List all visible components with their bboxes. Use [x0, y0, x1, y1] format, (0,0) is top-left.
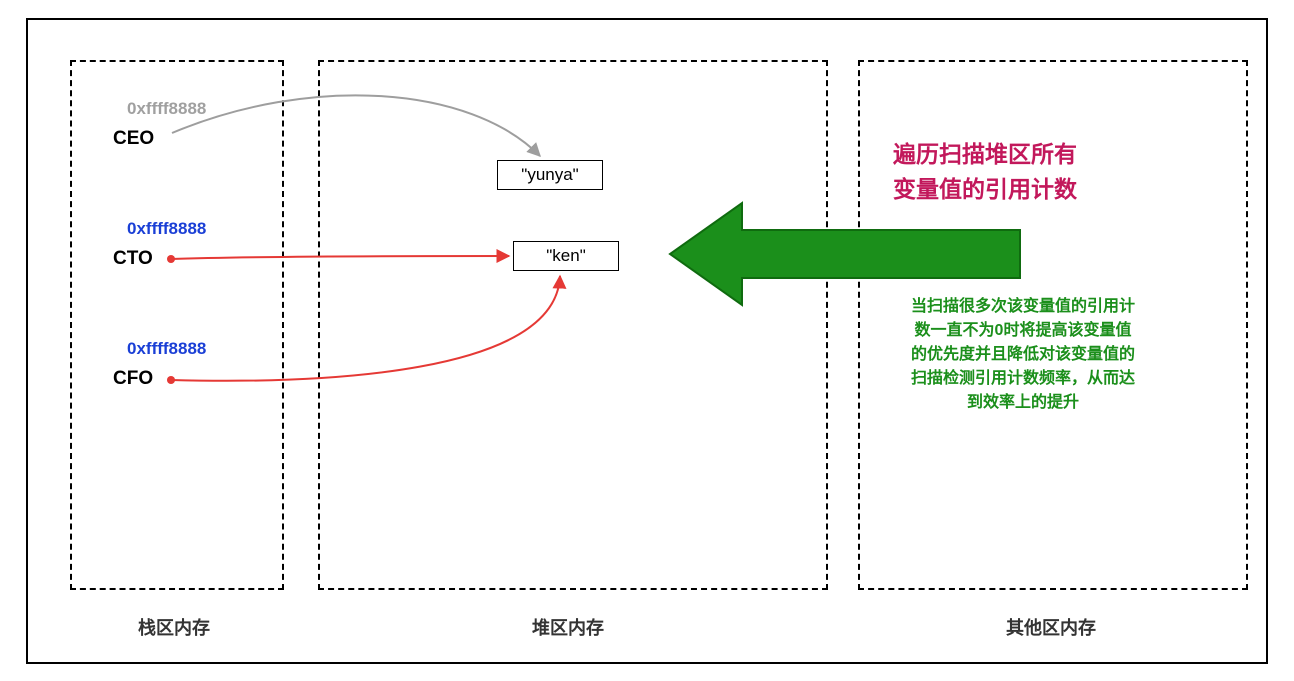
scan-desc: 当扫描很多次该变量值的引用计数一直不为0时将提高该变量值的优先度并且降低对该变量… [908, 295, 1138, 415]
heap-box-yunya: "yunya" [497, 160, 603, 190]
cfo-label: CFO [113, 368, 153, 390]
heap-region-label: 堆区内存 [532, 614, 604, 640]
cto-label: CTO [113, 248, 153, 270]
scan-title: 遍历扫描堆区所有 变量值的引用计数 [893, 137, 1077, 206]
heap-region [318, 60, 828, 590]
scan-title-l2: 变量值的引用计数 [893, 176, 1077, 202]
heap-box-ken: "ken" [513, 241, 619, 271]
other-region-label: 其他区内存 [1006, 614, 1096, 640]
stack-region [70, 60, 284, 590]
ceo-addr: 0xffff8888 [127, 99, 206, 119]
stack-region-label: 栈区内存 [138, 614, 210, 640]
ceo-label: CEO [113, 128, 154, 150]
cto-addr: 0xffff8888 [127, 219, 206, 239]
scan-title-l1: 遍历扫描堆区所有 [893, 141, 1077, 167]
cfo-addr: 0xffff8888 [127, 339, 206, 359]
